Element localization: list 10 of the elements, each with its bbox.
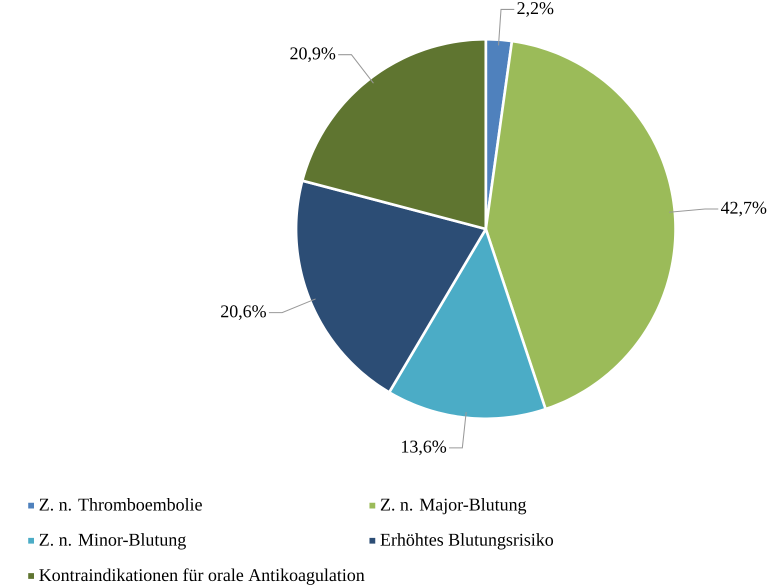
data-label: 42,7%	[720, 202, 766, 216]
legend-label: Z. n. Minor-Blutung	[40, 533, 186, 550]
data-label: 20,9%	[290, 47, 336, 62]
legend-label: Z. n. Thromboembolie	[40, 498, 202, 511]
data-label: 20,6%	[221, 305, 266, 320]
legend-label: Erhöhtes Blutungsrisiko	[380, 533, 554, 550]
legend-label: Kontraindikationen für orale Antikoagulation	[39, 568, 364, 585]
data-label: 2,2%	[517, 2, 554, 17]
data-label: 13,6%	[402, 440, 446, 456]
legend-label: Z. n. Major-Blutung	[380, 498, 526, 514]
